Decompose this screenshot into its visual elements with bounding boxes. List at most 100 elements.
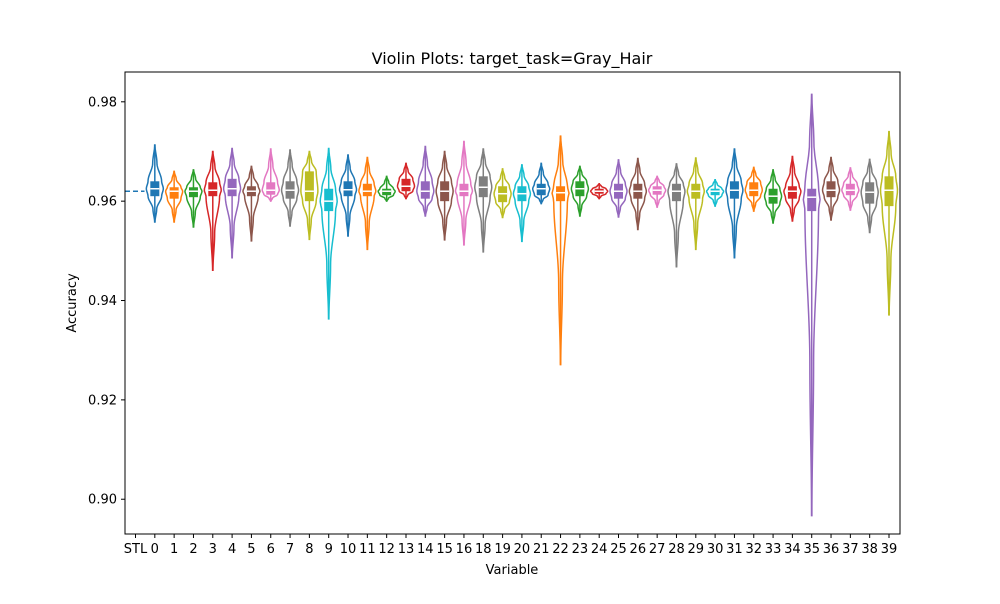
x-tick-label: 11 [359,542,376,557]
violins-layer [145,93,899,517]
y-tick-label: 0.94 [88,294,117,309]
violin-body [203,150,222,271]
x-tick-label: 30 [707,542,724,557]
violin-box [343,181,353,197]
violin-27 [647,175,667,208]
violin-32 [744,166,764,212]
violin-box [787,186,797,199]
y-tick-label: 0.92 [88,393,117,408]
violin-body [763,169,783,224]
violin-6 [261,148,280,202]
violin-body [338,154,358,237]
x-tick-label: 39 [881,542,898,557]
x-tick-label: 15 [436,542,453,557]
x-tick-label: 16 [456,542,473,557]
x-tick-label: 8 [305,542,313,557]
violin-2 [184,169,203,228]
x-tick-label: 36 [823,542,840,557]
x-tick-label: 23 [572,542,589,557]
x-tick-label: 2 [189,542,197,557]
violin-body [860,158,879,234]
violin-box [420,181,430,199]
violin-3 [203,150,222,271]
violin-box [749,182,759,197]
y-tick-label: 0.90 [88,493,117,508]
violin-box [671,183,681,202]
violin-11 [358,156,377,251]
x-tick-label: 25 [610,542,627,557]
violin-body [879,130,899,316]
violin-box [459,183,469,197]
x-tick-label: 38 [861,542,878,557]
violin-body [222,147,242,259]
violin-4 [222,147,242,259]
violin-39 [879,130,899,316]
violin-body [686,157,705,251]
violin-body [280,149,300,227]
x-tick-label: 24 [591,542,608,557]
x-tick-label: 5 [247,542,255,557]
y-tick-label: 0.98 [88,95,117,110]
x-tick-label: 28 [668,542,685,557]
x-tick-label: 33 [765,542,782,557]
violin-13 [396,162,416,200]
x-tick-label: 12 [378,542,395,557]
x-tick-label: 20 [514,542,531,557]
violin-33 [763,169,783,224]
violin-10 [338,154,358,237]
violin-body [164,170,184,223]
y-tick-label: 0.96 [88,195,117,210]
x-tick-label: 14 [417,542,434,557]
x-tick-label: 6 [267,542,275,557]
violin-body [647,175,667,208]
x-tick-label: 0 [151,542,159,557]
x-tick-label: 26 [630,542,647,557]
x-tick-label: 10 [340,542,357,557]
violin-37 [841,167,860,211]
x-tick-label: STL [124,542,148,557]
violin-body [435,150,454,241]
violin-5 [242,165,261,242]
violin-box [556,186,566,202]
violin-34 [783,155,802,222]
violin-box [266,182,276,195]
x-tick-label: 31 [726,542,743,557]
violin-box [826,181,836,198]
violin-25 [609,159,628,218]
x-axis-label: Variable [486,563,539,578]
violin-24 [589,183,609,200]
violin-12 [377,175,396,202]
chart-title: Violin Plots: target_task=Gray_Hair [372,49,653,69]
x-tick-label: 29 [688,542,705,557]
violin-box [208,182,218,197]
x-tick-label: 9 [325,542,333,557]
violin-38 [860,158,879,234]
violin-body [667,163,686,268]
violin-body [744,166,764,212]
violin-22 [551,135,570,366]
x-tick-label: 34 [784,542,801,557]
violin-21 [531,162,551,205]
violin-14 [416,145,435,217]
violin-26 [628,157,648,231]
violin-body [802,93,821,517]
x-axis: STL 0 1 2 3 4 5 6 7 8 9 10 11 12 13 14 15 16 18 19 20 21 22 23 2… [124,534,897,557]
violin-16 [454,140,474,246]
violin-body [551,135,570,366]
violin-35 [802,93,821,517]
violin-body [783,155,802,222]
violin-15 [435,150,454,241]
violin-29 [686,157,705,251]
x-tick-label: 18 [475,542,492,557]
x-tick-label: 4 [228,542,236,557]
violin-box [304,171,314,202]
x-tick-label: 37 [842,542,859,557]
violin-box [188,187,198,198]
violin-box [807,188,817,212]
x-tick-label: 35 [803,542,820,557]
x-tick-label: 27 [649,542,666,557]
violin-9 [319,147,338,320]
x-tick-label: 7 [286,542,294,557]
